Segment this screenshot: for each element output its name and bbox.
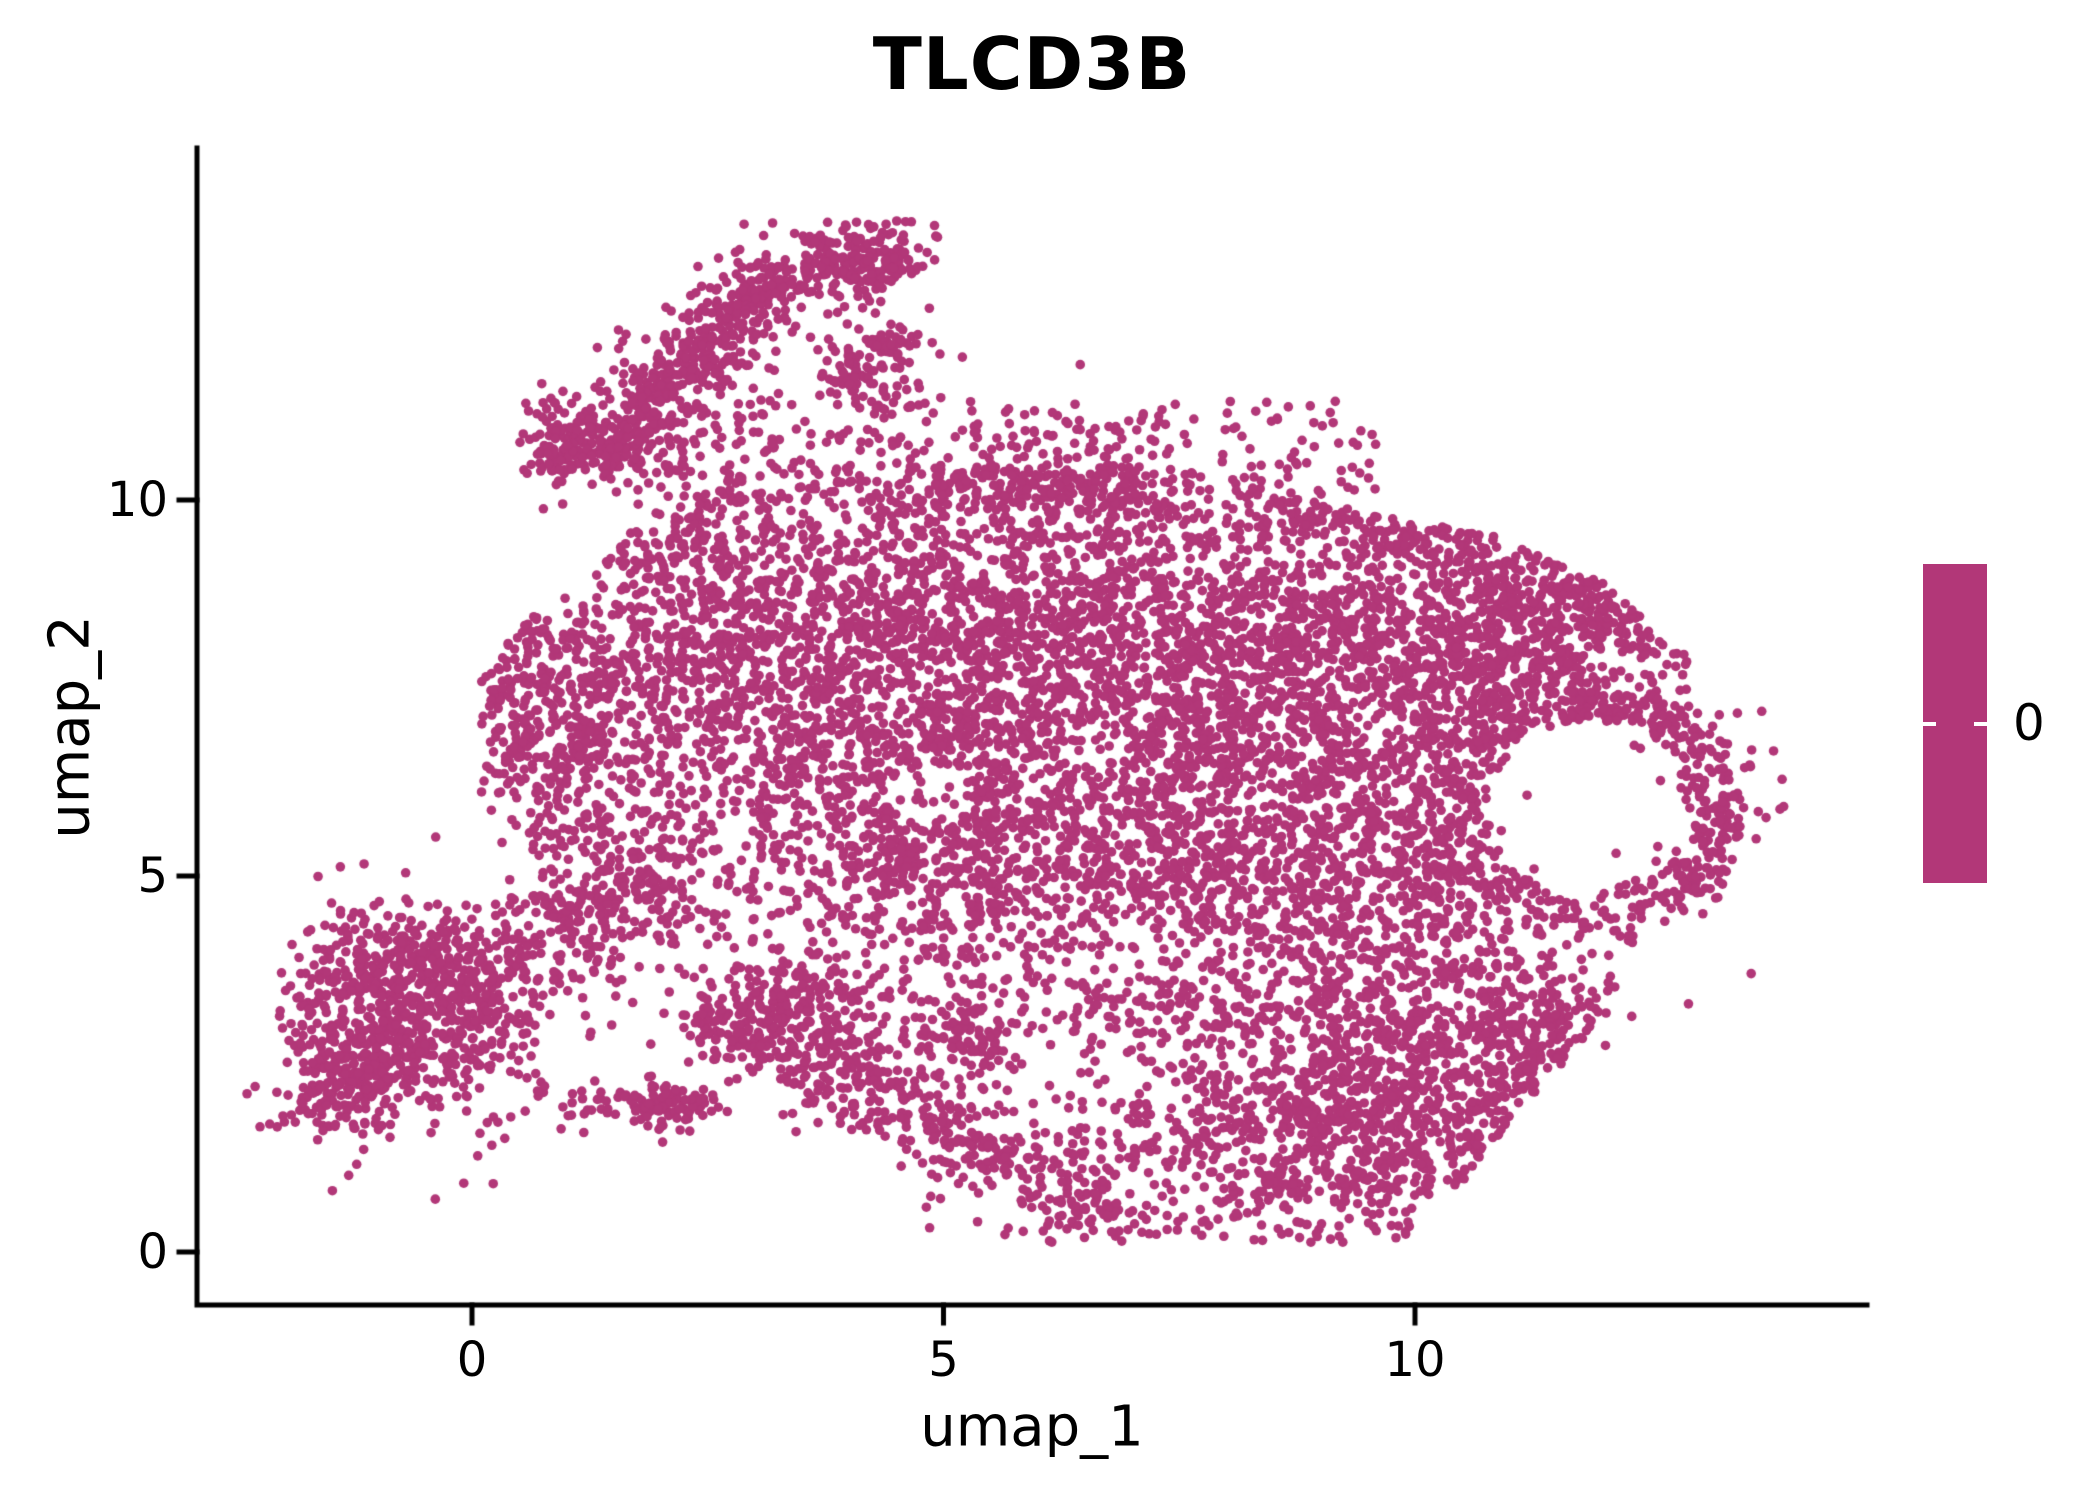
y-tick-label: 5 bbox=[137, 848, 168, 904]
colorbar-tick-mark-right bbox=[1974, 721, 1987, 726]
x-axis-label: umap_1 bbox=[920, 1394, 1144, 1460]
y-tick-label: 10 bbox=[106, 472, 168, 528]
colorbar-tick-mark-left bbox=[1923, 721, 1936, 726]
x-tick-label: 0 bbox=[456, 1332, 488, 1388]
legend-colorbar bbox=[1923, 564, 1987, 883]
legend-value-label: 0 bbox=[2013, 694, 2045, 752]
x-tick-label: 10 bbox=[1384, 1332, 1446, 1388]
y-axis-label: umap_2 bbox=[37, 615, 103, 839]
y-tick-label: 0 bbox=[137, 1224, 168, 1280]
x-tick-label: 5 bbox=[928, 1332, 959, 1388]
chart-title: TLCD3B bbox=[872, 22, 1192, 106]
